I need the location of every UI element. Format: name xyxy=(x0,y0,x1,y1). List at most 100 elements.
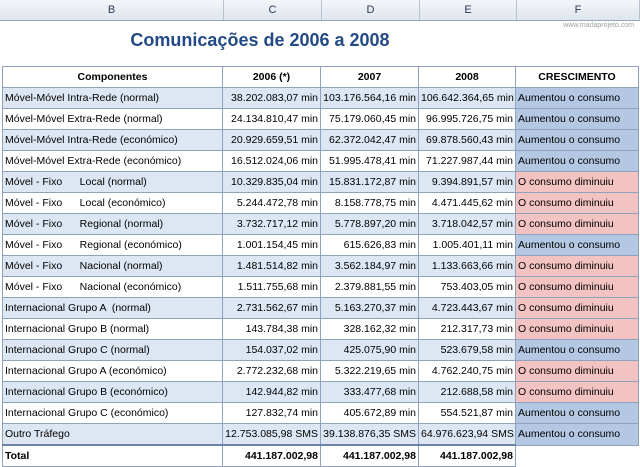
cell-2008[interactable]: 96.995.726,75 min xyxy=(418,108,516,130)
cell-crescimento[interactable]: Aumentou o consumo xyxy=(515,402,639,424)
cell-2007[interactable]: 62.372.042,47 min xyxy=(320,129,419,151)
cell-crescimento[interactable]: O consumo diminuiu xyxy=(515,360,639,382)
cell-2008[interactable]: 106.642.364,65 min xyxy=(418,87,516,109)
cell-2006[interactable]: 142.944,82 min xyxy=(222,381,321,403)
cell-componente[interactable]: Móvel - Fixo Regional (normal) xyxy=(2,213,223,235)
cell-componente[interactable]: Móvel - Fixo Nacional (económico) xyxy=(2,276,223,298)
total-2006[interactable]: 441.187.002,98 xyxy=(222,444,321,467)
cell-2007[interactable]: 51.995.478,41 min xyxy=(320,150,419,172)
cell-2007[interactable]: 2.379.881,55 min xyxy=(320,276,419,298)
cell-2008[interactable]: 64.976.623,94 SMS xyxy=(418,423,516,446)
header-2008[interactable]: 2008 xyxy=(418,66,516,88)
cell-componente[interactable]: Internacional Grupo A (económico) xyxy=(2,360,223,382)
cell-2006[interactable]: 127.832,74 min xyxy=(222,402,321,424)
cell-2007[interactable]: 405.672,89 min xyxy=(320,402,419,424)
cell-componente[interactable]: Outro Tráfego xyxy=(2,423,223,446)
cell-crescimento[interactable]: O consumo diminuiu xyxy=(515,381,639,403)
cell-componente[interactable]: Internacional Grupo B (normal) xyxy=(2,318,223,340)
cell-componente[interactable]: Internacional Grupo B (económico) xyxy=(2,381,223,403)
cell-2007[interactable]: 615.626,83 min xyxy=(320,234,419,256)
cell-2008[interactable]: 212.688,58 min xyxy=(418,381,516,403)
cell-componente[interactable]: Móvel - Fixo Local (normal) xyxy=(2,171,223,193)
cell-2007[interactable]: 328.162,32 min xyxy=(320,318,419,340)
column-header-e[interactable]: E xyxy=(420,0,517,20)
cell-2006[interactable]: 2.772.232,68 min xyxy=(222,360,321,382)
cell-2008[interactable]: 4.762.240,75 min xyxy=(418,360,516,382)
cell-2006[interactable]: 2.731.562,67 min xyxy=(222,297,321,319)
cell-componente[interactable]: Móvel - Fixo Nacional (normal) xyxy=(2,255,223,277)
cell-2007[interactable]: 39.138.876,35 SMS xyxy=(320,423,419,446)
cell-2008[interactable]: 9.394.891,57 min xyxy=(418,171,516,193)
cell-crescimento[interactable]: O consumo diminuiu xyxy=(515,213,639,235)
cell-2008[interactable]: 4.723.443,67 min xyxy=(418,297,516,319)
cell-2006[interactable]: 16.512.024,06 min xyxy=(222,150,321,172)
cell-crescimento[interactable]: O consumo diminuiu xyxy=(515,318,639,340)
cell-2006[interactable]: 24.134.810,47 min xyxy=(222,108,321,130)
cell-2008[interactable]: 71.227.987,44 min xyxy=(418,150,516,172)
cell-2007[interactable]: 333.477,68 min xyxy=(320,381,419,403)
cell-2007[interactable]: 15.831.172,87 min xyxy=(320,171,419,193)
cell-2006[interactable]: 3.732.717,12 min xyxy=(222,213,321,235)
cell-2006[interactable]: 143.784,38 min xyxy=(222,318,321,340)
table-row: Móvel - Fixo Local (normal) 10.329.835,04… xyxy=(2,171,639,193)
cell-2007[interactable]: 103.176.564,16 min xyxy=(320,87,419,109)
header-crescimento[interactable]: CRESCIMENTO xyxy=(515,66,639,88)
cell-crescimento[interactable]: Aumentou o consumo xyxy=(515,423,639,446)
cell-crescimento[interactable]: Aumentou o consumo xyxy=(515,87,639,109)
cell-2007[interactable]: 3.562.184,97 min xyxy=(320,255,419,277)
total-2008[interactable]: 441.187.002,98 xyxy=(418,444,516,467)
cell-crescimento[interactable]: Aumentou o consumo xyxy=(515,339,639,361)
cell-componente[interactable]: Móvel-Móvel Extra-Rede (normal) xyxy=(2,108,223,130)
cell-2008[interactable]: 554.521,87 min xyxy=(418,402,516,424)
header-2007[interactable]: 2007 xyxy=(320,66,419,88)
cell-componente[interactable]: Móvel - Fixo Regional (económico) xyxy=(2,234,223,256)
cell-2007[interactable]: 425.075,90 min xyxy=(320,339,419,361)
cell-2007[interactable]: 5.163.270,37 min xyxy=(320,297,419,319)
cell-crescimento[interactable]: Aumentou o consumo xyxy=(515,129,639,151)
cell-2008[interactable]: 3.718.042,57 min xyxy=(418,213,516,235)
cell-componente[interactable]: Internacional Grupo A (normal) xyxy=(2,297,223,319)
header-componentes[interactable]: Componentes xyxy=(2,66,223,88)
column-header-f[interactable]: F xyxy=(517,0,640,20)
cell-2006[interactable]: 5.244.472,78 min xyxy=(222,192,321,214)
total-label[interactable]: Total xyxy=(2,444,223,467)
cell-2006[interactable]: 154.037,02 min xyxy=(222,339,321,361)
cell-crescimento[interactable]: O consumo diminuiu xyxy=(515,297,639,319)
cell-2008[interactable]: 4.471.445,62 min xyxy=(418,192,516,214)
cell-2006[interactable]: 10.329.835,04 min xyxy=(222,171,321,193)
cell-crescimento[interactable]: Aumentou o consumo xyxy=(515,234,639,256)
cell-2008[interactable]: 1.133.663,66 min xyxy=(418,255,516,277)
cell-2006[interactable]: 1.511.755,68 min xyxy=(222,276,321,298)
cell-componente[interactable]: Internacional Grupo C (económico) xyxy=(2,402,223,424)
cell-2008[interactable]: 523.679,58 min xyxy=(418,339,516,361)
header-2006[interactable]: 2006 (*) xyxy=(222,66,321,88)
cell-2007[interactable]: 8.158.778,75 min xyxy=(320,192,419,214)
cell-crescimento[interactable]: O consumo diminuiu xyxy=(515,255,639,277)
cell-2007[interactable]: 5.322.219,65 min xyxy=(320,360,419,382)
cell-componente[interactable]: Móvel-Móvel Intra-Rede (normal) xyxy=(2,87,223,109)
cell-componente[interactable]: Internacional Grupo C (normal) xyxy=(2,339,223,361)
cell-2006[interactable]: 38.202.083,07 min xyxy=(222,87,321,109)
cell-2006[interactable]: 1.481.514,82 min xyxy=(222,255,321,277)
cell-2008[interactable]: 1.005.401,11 min xyxy=(418,234,516,256)
cell-2007[interactable]: 5.778.897,20 min xyxy=(320,213,419,235)
column-header-c[interactable]: C xyxy=(224,0,322,20)
cell-componente[interactable]: Móvel-Móvel Intra-Rede (económico) xyxy=(2,129,223,151)
cell-2008[interactable]: 753.403,05 min xyxy=(418,276,516,298)
cell-componente[interactable]: Móvel - Fixo Local (económico) xyxy=(2,192,223,214)
cell-crescimento[interactable]: O consumo diminuiu xyxy=(515,192,639,214)
column-header-b[interactable]: B xyxy=(0,0,224,20)
cell-crescimento[interactable]: O consumo diminuiu xyxy=(515,171,639,193)
cell-crescimento[interactable]: Aumentou o consumo xyxy=(515,108,639,130)
cell-crescimento[interactable]: Aumentou o consumo xyxy=(515,150,639,172)
cell-2008[interactable]: 212.317,73 min xyxy=(418,318,516,340)
cell-componente[interactable]: Móvel-Móvel Extra-Rede (económico) xyxy=(2,150,223,172)
cell-2007[interactable]: 75.179.060,45 min xyxy=(320,108,419,130)
cell-2006[interactable]: 12.753.085,98 SMS xyxy=(222,423,321,446)
cell-crescimento[interactable]: O consumo diminuiu xyxy=(515,276,639,298)
cell-2006[interactable]: 20.929.659,51 min xyxy=(222,129,321,151)
cell-2006[interactable]: 1.001.154,45 min xyxy=(222,234,321,256)
column-header-d[interactable]: D xyxy=(322,0,420,20)
total-2007[interactable]: 441.187.002,98 xyxy=(320,444,419,467)
cell-2008[interactable]: 69.878.560,43 min xyxy=(418,129,516,151)
